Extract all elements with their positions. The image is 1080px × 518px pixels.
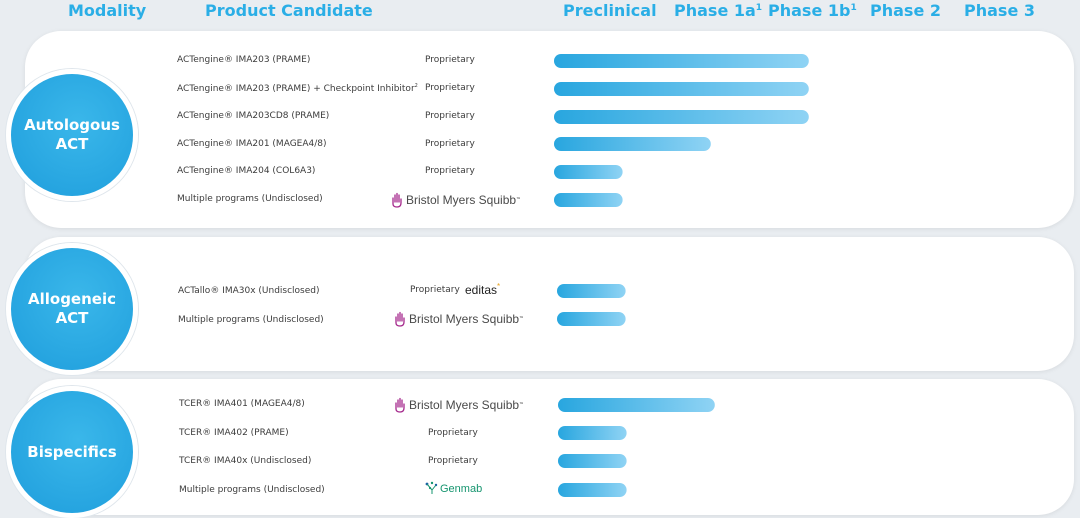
modality-circle-autologous: Autologous ACT — [6, 69, 138, 201]
partner-label: Proprietary — [428, 428, 478, 438]
phase2-header: Phase 2 — [870, 1, 941, 20]
bms-logo: Bristol Myers Squibb ™ — [394, 397, 524, 413]
bms-hand-icon — [395, 397, 405, 413]
pipeline-bar — [558, 398, 715, 412]
preclinical-header: Preclinical — [563, 1, 657, 20]
genmab-mark-icon — [425, 481, 438, 494]
product-candidate-header: Product Candidate — [205, 1, 373, 20]
pipeline-bar — [557, 312, 626, 326]
pipeline-bar — [554, 165, 623, 179]
pipeline-bar — [557, 284, 626, 298]
bms-hand-icon — [395, 311, 405, 327]
partner-label: Proprietary — [425, 166, 475, 176]
modality-circle-allogeneic: Allogeneic ACT — [6, 243, 138, 375]
pipeline-bar — [554, 193, 623, 207]
modality-label: Bispecifics — [27, 442, 117, 461]
autologous-panel — [25, 31, 1074, 228]
candidate-name: TCER® IMA402 (PRAME) — [179, 428, 289, 438]
modality-label: Autologous ACT — [24, 116, 120, 153]
candidate-name: TCER® IMA401 (MAGEA4/8) — [179, 399, 305, 409]
partner-label: Proprietary — [425, 139, 475, 149]
phase1a-header: Phase 1a1 — [674, 1, 763, 20]
candidate-name: Multiple programs (Undisclosed) — [179, 485, 325, 495]
candidate-name: ACTengine® IMA204 (COL6A3) — [177, 166, 316, 176]
candidate-name: TCER® IMA40x (Undisclosed) — [179, 456, 312, 466]
pipeline-bar — [554, 137, 711, 151]
partner-label: Proprietary — [425, 83, 475, 93]
candidate-name: Multiple programs (Undisclosed) — [178, 315, 324, 325]
pipeline-bar — [554, 54, 809, 68]
phase3-header: Phase 3 — [964, 1, 1035, 20]
allogeneic-panel — [25, 237, 1074, 371]
pipeline-bar — [558, 454, 627, 468]
candidate-name: ACTengine® IMA201 (MAGEA4/8) — [177, 139, 327, 149]
pipeline-bar — [554, 82, 809, 96]
modality-header: Modality — [68, 1, 147, 20]
partner-label: Proprietary — [425, 111, 475, 121]
candidate-name: ACTengine® IMA203 (PRAME) — [177, 55, 311, 65]
bms-logo: Bristol Myers Squibb ™ — [394, 311, 524, 327]
modality-label: Allogeneic ACT — [28, 290, 116, 327]
candidate-name: ACTallo® IMA30x (Undisclosed) — [178, 286, 320, 296]
bms-hand-icon — [392, 192, 402, 208]
phase1b-header: Phase 1b1 — [768, 1, 857, 20]
editas-logo: editas* — [465, 282, 501, 297]
bms-logo: Bristol Myers Squibb ™ — [391, 192, 521, 208]
candidate-name: ACTengine® IMA203 (PRAME) + Checkpoint I… — [177, 83, 418, 94]
pipeline-bar — [554, 110, 809, 124]
candidate-name: ACTengine® IMA203CD8 (PRAME) — [177, 111, 330, 121]
partner-label: Proprietary — [428, 456, 478, 466]
bispecifics-panel — [25, 379, 1074, 515]
pipeline-bar — [558, 483, 627, 497]
pipeline-bar — [558, 426, 627, 440]
candidate-name: Multiple programs (Undisclosed) — [177, 194, 323, 204]
genmab-logo: Genmab — [425, 481, 482, 495]
partner-label: Proprietary — [425, 55, 475, 65]
partner-label: Proprietary — [410, 285, 460, 295]
modality-circle-bispecifics: Bispecifics — [6, 386, 138, 518]
